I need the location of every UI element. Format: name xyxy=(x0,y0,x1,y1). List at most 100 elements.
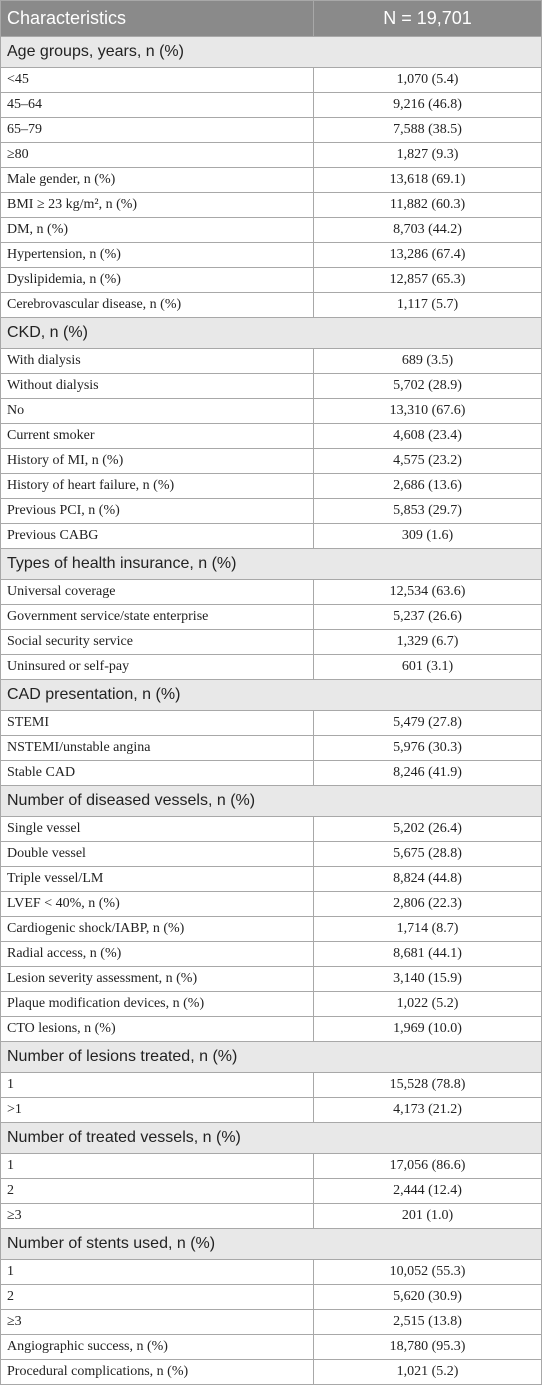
row-label: Male gender, n (%) xyxy=(0,167,314,193)
data-row: History of heart failure, n (%) 2,686 (13… xyxy=(0,473,542,499)
data-row: Triple vessel/LM 8,824 (44.8) xyxy=(0,866,542,892)
row-value: 2,444 (12.4) xyxy=(313,1178,542,1204)
data-row: ≥3 2,515 (13.8) xyxy=(0,1309,542,1335)
section-row: Number of stents used, n (%) xyxy=(0,1228,542,1260)
row-label: CTO lesions, n (%) xyxy=(0,1016,314,1042)
row-label: Single vessel xyxy=(0,816,314,842)
data-row: Angiographic success, n (%) 18,780 (95.3) xyxy=(0,1334,542,1360)
row-value: 1,714 (8.7) xyxy=(313,916,542,942)
data-row: Without dialysis 5,702 (28.9) xyxy=(0,373,542,399)
data-row: Government service/state enterprise 5,237… xyxy=(0,604,542,630)
section-row: CKD, n (%) xyxy=(0,317,542,349)
row-value: 5,479 (27.8) xyxy=(313,710,542,736)
row-label: 2 xyxy=(0,1284,314,1310)
row-value: 13,310 (67.6) xyxy=(313,398,542,424)
row-value: 1,117 (5.7) xyxy=(313,292,542,318)
data-row: 2 2,444 (12.4) xyxy=(0,1178,542,1204)
data-row: Previous CABG 309 (1.6) xyxy=(0,523,542,549)
row-value: 17,056 (86.6) xyxy=(313,1153,542,1179)
data-row: Cerebrovascular disease, n (%) 1,117 (5.7… xyxy=(0,292,542,318)
row-label: 2 xyxy=(0,1178,314,1204)
section-title: CKD, n (%) xyxy=(0,317,542,349)
row-value: 1,022 (5.2) xyxy=(313,991,542,1017)
row-label: BMI ≥ 23 kg/m², n (%) xyxy=(0,192,314,218)
row-label: 45–64 xyxy=(0,92,314,118)
data-row: 65–79 7,588 (38.5) xyxy=(0,117,542,143)
row-label: No xyxy=(0,398,314,424)
row-label: Triple vessel/LM xyxy=(0,866,314,892)
row-label: Government service/state enterprise xyxy=(0,604,314,630)
row-label: Procedural complications, n (%) xyxy=(0,1359,314,1385)
section-title: Age groups, years, n (%) xyxy=(0,36,542,68)
header-cell: Characteristics xyxy=(0,0,314,37)
data-row: No 13,310 (67.6) xyxy=(0,398,542,424)
row-label: Double vessel xyxy=(0,841,314,867)
row-label: ≥80 xyxy=(0,142,314,168)
data-row: ≥3 201 (1.0) xyxy=(0,1203,542,1229)
data-row: 1 10,052 (55.3) xyxy=(0,1259,542,1285)
row-value: 1,329 (6.7) xyxy=(313,629,542,655)
data-row: DM, n (%) 8,703 (44.2) xyxy=(0,217,542,243)
section-title: CAD presentation, n (%) xyxy=(0,679,542,711)
section-row: Number of treated vessels, n (%) xyxy=(0,1122,542,1154)
row-value: 8,246 (41.9) xyxy=(313,760,542,786)
row-label: Current smoker xyxy=(0,423,314,449)
row-value: 18,780 (95.3) xyxy=(313,1334,542,1360)
row-value: 4,608 (23.4) xyxy=(313,423,542,449)
row-label: 65–79 xyxy=(0,117,314,143)
row-value: 8,703 (44.2) xyxy=(313,217,542,243)
row-label: >1 xyxy=(0,1097,314,1123)
section-row: Number of diseased vessels, n (%) xyxy=(0,785,542,817)
row-label: Previous CABG xyxy=(0,523,314,549)
row-value: 7,588 (38.5) xyxy=(313,117,542,143)
section-row: Age groups, years, n (%) xyxy=(0,36,542,68)
row-value: 2,806 (22.3) xyxy=(313,891,542,917)
data-row: ≥80 1,827 (9.3) xyxy=(0,142,542,168)
data-row: 1 15,528 (78.8) xyxy=(0,1072,542,1098)
header-cell: N = 19,701 xyxy=(313,0,542,37)
data-row: Previous PCI, n (%) 5,853 (29.7) xyxy=(0,498,542,524)
data-row: 1 17,056 (86.6) xyxy=(0,1153,542,1179)
row-label: 1 xyxy=(0,1259,314,1285)
data-row: Procedural complications, n (%) 1,021 (5.… xyxy=(0,1359,542,1385)
row-label: Social security service xyxy=(0,629,314,655)
row-label: Uninsured or self-pay xyxy=(0,654,314,680)
data-row: Stable CAD 8,246 (41.9) xyxy=(0,760,542,786)
row-label: 1 xyxy=(0,1153,314,1179)
data-row: Male gender, n (%) 13,618 (69.1) xyxy=(0,167,542,193)
row-value: 13,286 (67.4) xyxy=(313,242,542,268)
row-value: 2,515 (13.8) xyxy=(313,1309,542,1335)
data-row: Hypertension, n (%) 13,286 (67.4) xyxy=(0,242,542,268)
data-row: Social security service 1,329 (6.7) xyxy=(0,629,542,655)
data-row: History of MI, n (%) 4,575 (23.2) xyxy=(0,448,542,474)
row-value: 601 (3.1) xyxy=(313,654,542,680)
row-label: Lesion severity assessment, n (%) xyxy=(0,966,314,992)
row-value: 5,675 (28.8) xyxy=(313,841,542,867)
row-label: Cerebrovascular disease, n (%) xyxy=(0,292,314,318)
data-row: STEMI 5,479 (27.8) xyxy=(0,710,542,736)
data-row: <45 1,070 (5.4) xyxy=(0,67,542,93)
row-value: 12,857 (65.3) xyxy=(313,267,542,293)
row-label: History of heart failure, n (%) xyxy=(0,473,314,499)
row-value: 1,969 (10.0) xyxy=(313,1016,542,1042)
data-row: BMI ≥ 23 kg/m², n (%) 11,882 (60.3) xyxy=(0,192,542,218)
data-row: Plaque modification devices, n (%) 1,022 … xyxy=(0,991,542,1017)
section-row: Number of lesions treated, n (%) xyxy=(0,1041,542,1073)
data-row: Cardiogenic shock/IABP, n (%) 1,714 (8.7) xyxy=(0,916,542,942)
section-row: CAD presentation, n (%) xyxy=(0,679,542,711)
row-label: 1 xyxy=(0,1072,314,1098)
row-value: 5,237 (26.6) xyxy=(313,604,542,630)
row-label: ≥3 xyxy=(0,1309,314,1335)
row-label: History of MI, n (%) xyxy=(0,448,314,474)
row-label: Angiographic success, n (%) xyxy=(0,1334,314,1360)
row-label: Universal coverage xyxy=(0,579,314,605)
section-title: Number of stents used, n (%) xyxy=(0,1228,542,1260)
row-value: 5,702 (28.9) xyxy=(313,373,542,399)
row-label: Without dialysis xyxy=(0,373,314,399)
row-label: Radial access, n (%) xyxy=(0,941,314,967)
row-label: NSTEMI/unstable angina xyxy=(0,735,314,761)
data-row: Radial access, n (%) 8,681 (44.1) xyxy=(0,941,542,967)
